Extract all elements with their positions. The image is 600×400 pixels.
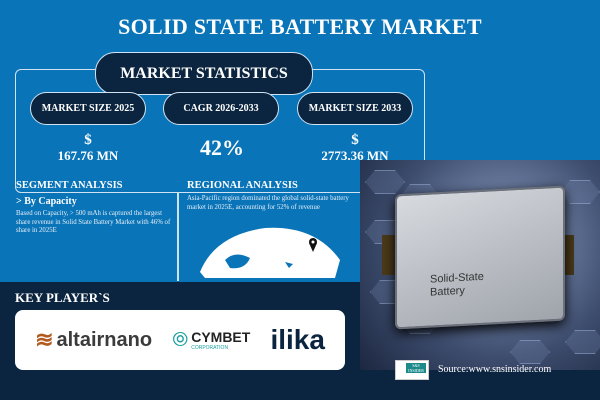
ilika-logo: ilika xyxy=(270,324,325,355)
altairnano-logo: ≋ altairnano xyxy=(35,327,153,352)
market-statistics-heading: MARKET STATISTICS xyxy=(95,52,313,95)
stat-label-market-size-2033: MARKET SIZE 2033 xyxy=(297,92,413,125)
page-title: SOLID STATE BATTERY MARKET xyxy=(118,14,482,39)
battery-label: Solid-State Battery xyxy=(430,270,484,299)
sns-insider-logo: S&S INSIDER Strategy & Stats xyxy=(395,360,429,380)
segment-sub: > By Capacity xyxy=(16,196,77,207)
divider xyxy=(177,193,179,281)
regional-heading: REGIONAL ANALYSIS xyxy=(187,180,298,191)
stat-label-cagr: CAGR 2026-2033 xyxy=(163,92,279,125)
source-text: Source:www.snsinsider.com xyxy=(438,364,552,375)
segment-heading: SEGMENT ANALYSIS xyxy=(16,180,123,191)
stat-label-market-size-2025: MARKET SIZE 2025 xyxy=(30,92,146,125)
stat-value-2025: $ 167.76 MN xyxy=(23,132,153,164)
currency-symbol: $ xyxy=(351,132,359,148)
stat-amount: 167.76 MN xyxy=(57,148,119,163)
stat-amount: 2773.36 MN xyxy=(321,148,389,163)
stat-value-cagr: 42% xyxy=(200,135,244,160)
key-players-logos: ≋ altairnano ⦾ CYMBET CORPORATION ilika xyxy=(15,310,345,370)
battery-cell xyxy=(395,185,565,330)
currency-symbol: $ xyxy=(84,132,92,148)
cymbet-logo: ⦾ CYMBET CORPORATION xyxy=(172,328,251,352)
world-map-icon xyxy=(200,227,340,278)
segment-text: Based on Capacity, > 500 mAh is captured… xyxy=(16,210,171,234)
stat-value-2033: $ 2773.36 MN xyxy=(290,132,420,164)
location-pin-icon xyxy=(309,238,317,252)
battery-tab xyxy=(382,235,396,275)
key-players-heading: KEY PLAYER`S xyxy=(0,283,350,309)
regional-text: Asia-Pacific region dominated the global… xyxy=(187,195,349,211)
